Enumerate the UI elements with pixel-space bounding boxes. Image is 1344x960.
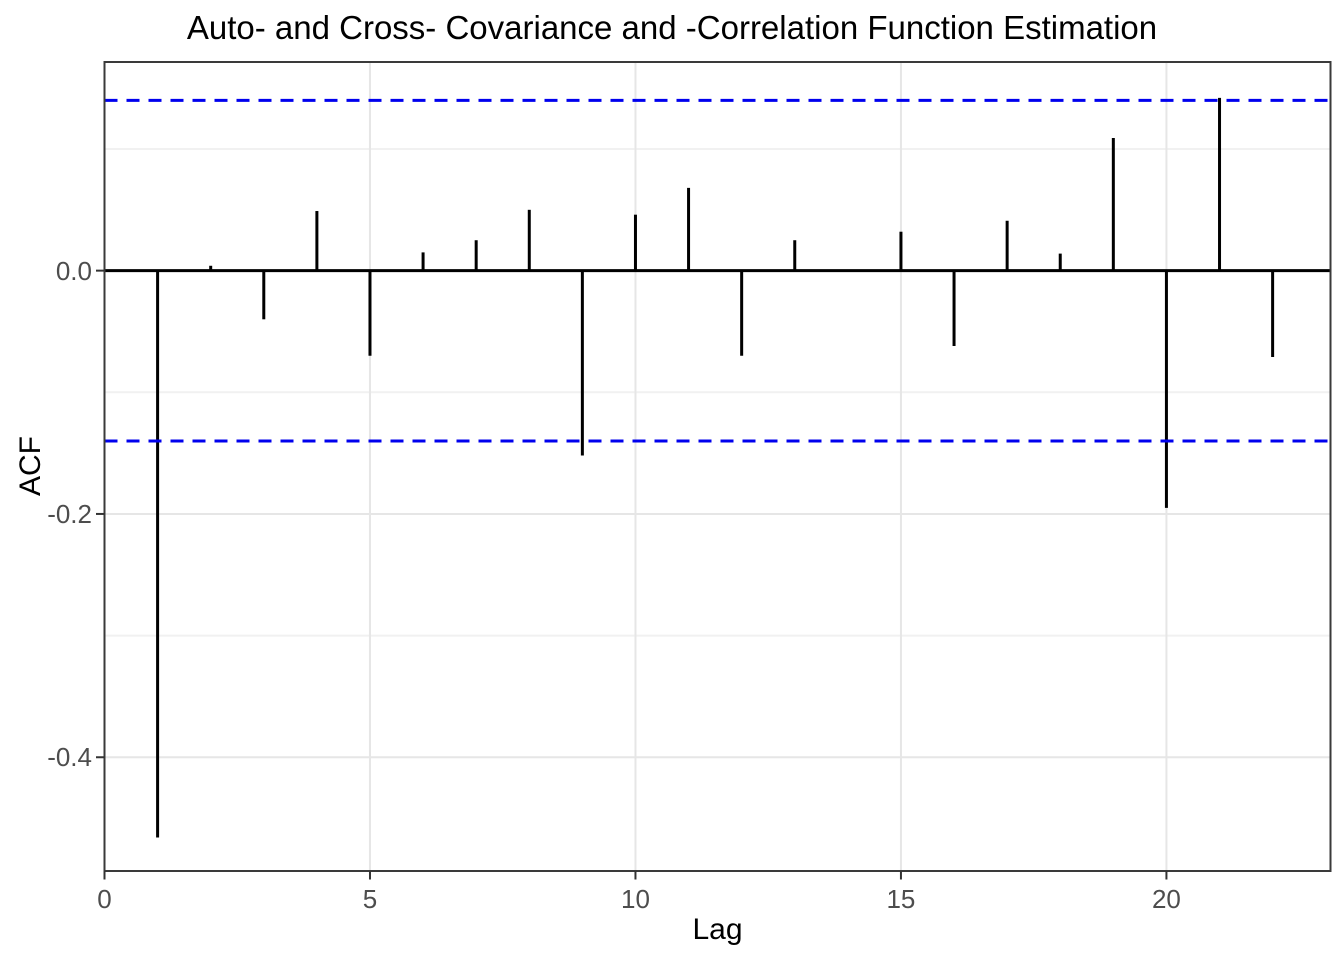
- x-tick-label: 15: [886, 884, 916, 914]
- y-tick-label: 0.0: [55, 255, 92, 286]
- x-tick-label: 5: [362, 884, 378, 914]
- y-tick-label: -0.4: [47, 742, 92, 773]
- y-tick-label: -0.2: [47, 498, 92, 529]
- x-tick-label: 20: [1151, 884, 1181, 914]
- panel-border: [103, 61, 1332, 872]
- x-axis-title: Lag: [692, 913, 743, 946]
- plot-title: Auto- and Cross- Covariance and -Correla…: [186, 9, 1158, 46]
- y-axis-title-text: ACF: [14, 436, 47, 496]
- x-tick-label: 0: [97, 884, 112, 914]
- x-tick-label: 10: [620, 884, 650, 914]
